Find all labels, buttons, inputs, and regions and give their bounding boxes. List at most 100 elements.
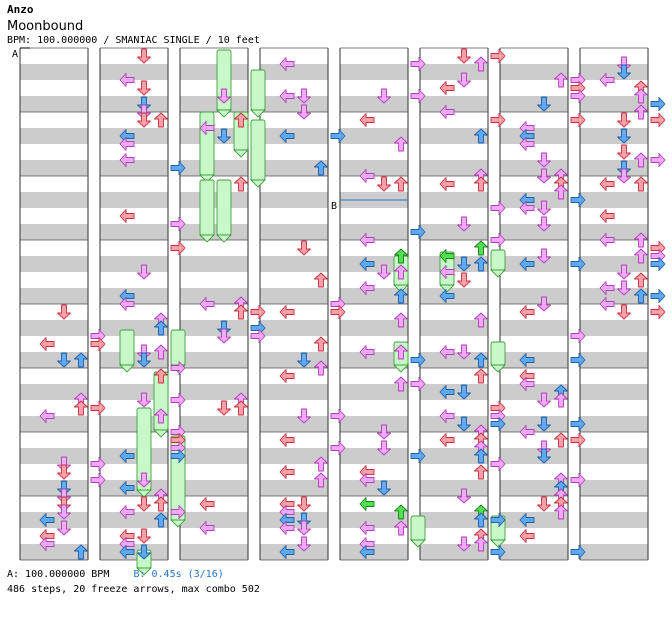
freeze-arrow: [118, 329, 136, 373]
stripe-band: [420, 512, 488, 528]
stripe-band: [340, 480, 408, 496]
stripe-band: [100, 96, 168, 112]
stripe-band: [340, 64, 408, 80]
bpm-b-label: B: 0.45s (3/16): [133, 569, 224, 580]
stripe-band: [420, 160, 488, 176]
stripe-band: [20, 128, 88, 144]
stripe-band: [20, 160, 88, 176]
stripe-band: [580, 320, 648, 336]
stripe-band: [260, 480, 328, 496]
stripe-band: [340, 224, 408, 240]
chart-info: BPM: 100.000000 / SMANIAC SINGLE / 10 fe…: [7, 35, 260, 46]
freeze-arrow: [215, 49, 233, 118]
stripe-band: [20, 96, 88, 112]
arrow-right-icon: [650, 305, 666, 319]
stripe-band: [580, 128, 648, 144]
freeze-arrow: [198, 111, 216, 183]
stripe-band: [420, 448, 488, 464]
stripe-band: [340, 160, 408, 176]
stripe-band: [20, 544, 88, 560]
stripe-band: [420, 64, 488, 80]
freeze-arrow: [198, 179, 216, 243]
arrow-right-icon: [650, 289, 666, 303]
freeze-arrow: [249, 119, 267, 188]
stripe-band: [260, 384, 328, 400]
stripe-band: [340, 96, 408, 112]
stripe-band: [100, 64, 168, 80]
stripe-band: [20, 416, 88, 432]
stripe-band: [500, 416, 568, 432]
chart-column: [259, 47, 329, 561]
stripe-band: [580, 96, 648, 112]
chart-column: [419, 47, 489, 561]
stripe-band: [580, 384, 648, 400]
stripe-band: [20, 384, 88, 400]
freeze-arrow: [249, 69, 267, 118]
freeze-arrow: [135, 407, 153, 498]
bpm-a-label: A: 100.000000 BPM: [7, 569, 110, 580]
freeze-arrow: [152, 371, 170, 438]
stripe-band: [260, 256, 328, 272]
stripe-band: [180, 288, 248, 304]
arrow-right-icon: [650, 113, 666, 127]
stripe-band: [260, 160, 328, 176]
stripe-band: [180, 416, 248, 432]
freeze-arrow: [215, 179, 233, 243]
stripe-band: [100, 224, 168, 240]
arrow-right-icon: [650, 241, 666, 255]
chart-column: [339, 47, 409, 561]
stripe-band: [580, 512, 648, 528]
stripe-band: [580, 160, 648, 176]
stripe-band: [340, 416, 408, 432]
stripe-band: [20, 352, 88, 368]
stripe-band: [500, 448, 568, 464]
stripe-band: [100, 512, 168, 528]
song-artist: Anzo: [7, 3, 34, 16]
stripe-band: [580, 416, 648, 432]
arrow-right-icon: [650, 249, 666, 263]
stripe-band: [260, 352, 328, 368]
stripe-band: [180, 320, 248, 336]
stripe-band: [180, 256, 248, 272]
stripe-band: [180, 64, 248, 80]
stripe-band: [340, 448, 408, 464]
arrow-right-icon: [650, 257, 666, 271]
bpm-legend: A: 100.000000 BPM B: 0.45s (3/16): [7, 569, 224, 581]
freeze-arrow: [409, 515, 427, 548]
stripe-band: [580, 192, 648, 208]
step-stats: 486 steps, 20 freeze arrows, max combo 5…: [7, 584, 260, 595]
stripe-band: [340, 512, 408, 528]
song-title: Moonbound: [7, 19, 84, 34]
stripe-band: [340, 352, 408, 368]
stripe-band: [420, 192, 488, 208]
stripe-band: [20, 320, 88, 336]
stripe-band: [500, 288, 568, 304]
stripe-band: [580, 256, 648, 272]
stripe-band: [340, 384, 408, 400]
stripe-band: [340, 320, 408, 336]
stripe-band: [500, 544, 568, 560]
stripe-band: [180, 96, 248, 112]
freeze-arrow: [489, 341, 507, 373]
stripe-band: [580, 480, 648, 496]
stripe-band: [100, 192, 168, 208]
stripe-band: [180, 544, 248, 560]
stripe-band: [580, 352, 648, 368]
stripe-band: [260, 288, 328, 304]
arrow-right-icon: [650, 153, 666, 167]
stripe-band: [500, 224, 568, 240]
stripe-band: [20, 480, 88, 496]
stripe-band: [260, 224, 328, 240]
stripe-band: [580, 64, 648, 80]
stripe-band: [180, 352, 248, 368]
stripe-band: [20, 192, 88, 208]
stripe-band: [20, 256, 88, 272]
stripe-band: [20, 64, 88, 80]
stripe-band: [340, 288, 408, 304]
stripe-band: [260, 448, 328, 464]
stripe-band: [180, 480, 248, 496]
chart-column: [19, 47, 89, 561]
chart-column: [499, 47, 569, 561]
chart-column: [99, 47, 169, 561]
stripe-band: [580, 448, 648, 464]
